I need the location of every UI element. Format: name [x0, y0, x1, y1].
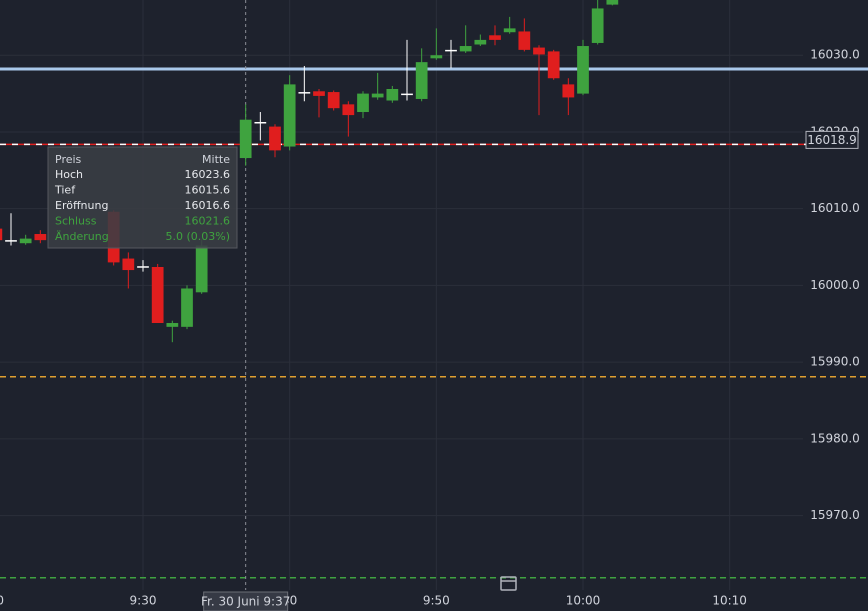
- tooltip-box: [47, 146, 238, 249]
- candle-body: [606, 0, 619, 5]
- price-lines: [0, 0, 868, 590]
- candle-body: [19, 238, 32, 244]
- tooltip-row-value: 5.0 (0.03%): [165, 230, 230, 243]
- candle-body: [401, 93, 413, 96]
- tooltip-row-value: 16016.6: [185, 199, 231, 212]
- candle-body: [181, 288, 193, 327]
- candle-body: [518, 31, 531, 50]
- candle-body: [327, 92, 340, 109]
- candle-body: [34, 234, 47, 241]
- candle-body: [137, 266, 149, 268]
- tooltip-row-label: Eröffnung: [55, 199, 108, 212]
- candle-body: [0, 228, 3, 241]
- candle-body: [166, 323, 179, 327]
- candle-body: [445, 49, 457, 52]
- x-tick-label: 10:10: [712, 594, 747, 608]
- axes: 15970.015980.015990.016000.016010.016020…: [0, 48, 860, 611]
- y-tick-label: 15990.0: [810, 355, 860, 369]
- candle-body: [313, 91, 325, 96]
- candle-body: [254, 121, 267, 124]
- candle-body: [122, 258, 135, 271]
- candle-body: [533, 47, 545, 55]
- tooltip-row-label: Hoch: [55, 168, 83, 181]
- tooltip-row-value: 16021.6: [185, 215, 231, 228]
- x-tick-label: 9:30: [130, 594, 157, 608]
- y-tick-label: 15980.0: [810, 431, 860, 445]
- crosshair-label-box: [203, 591, 289, 611]
- tooltip-row-label: Tief: [54, 184, 76, 197]
- crosshair-label: Fr. 30 Juni 9:37: [201, 595, 290, 609]
- candle-body: [269, 126, 281, 151]
- tooltip-header: Mitte: [202, 153, 230, 166]
- y-tick-label: 16000.0: [810, 278, 860, 292]
- y-tick-label: 16010.0: [810, 201, 860, 215]
- candle-body: [371, 93, 384, 98]
- candles: [0, 0, 619, 343]
- candle-body: [415, 62, 428, 99]
- candle-body: [430, 55, 443, 59]
- candle-body: [386, 88, 399, 101]
- current-price-label: 16018.9: [807, 133, 857, 147]
- candle-body: [195, 245, 208, 293]
- candle-body: [503, 28, 516, 33]
- x-tick-label: 10:00: [566, 594, 601, 608]
- candle-body: [151, 266, 164, 324]
- candle-body: [239, 119, 252, 159]
- candle-body: [474, 39, 487, 45]
- x-tick-label: 9:50: [423, 594, 450, 608]
- tooltip-row-value: 16015.6: [185, 184, 231, 197]
- grid: [0, 0, 803, 590]
- tooltip-row-label: Änderung: [55, 230, 109, 243]
- tooltip: Preis Mitte Hoch 16023.6 Tief 16015.6 Eröffnun…: [47, 146, 238, 249]
- candle-body: [459, 46, 472, 52]
- candle-body: [298, 92, 311, 94]
- candle-body: [283, 84, 296, 147]
- tooltip-row-value: 16023.6: [185, 168, 231, 181]
- x-tick-label: 20: [0, 594, 4, 608]
- calendar-icon[interactable]: [500, 576, 517, 591]
- tooltip-row-label: Schluss: [55, 215, 97, 228]
- y-tick-label: 16030.0: [810, 48, 860, 62]
- candle-body: [562, 84, 575, 98]
- tooltip-header: Preis: [55, 153, 82, 166]
- current-price-box: [805, 130, 859, 149]
- y-tick-label: 15970.0: [810, 508, 860, 522]
- candle-body: [577, 46, 589, 94]
- candle-body: [357, 93, 369, 113]
- candle-body: [547, 51, 560, 79]
- candle-body: [591, 8, 604, 43]
- candle-body: [5, 240, 17, 242]
- candle-body: [342, 104, 355, 116]
- candle-body: [489, 35, 501, 40]
